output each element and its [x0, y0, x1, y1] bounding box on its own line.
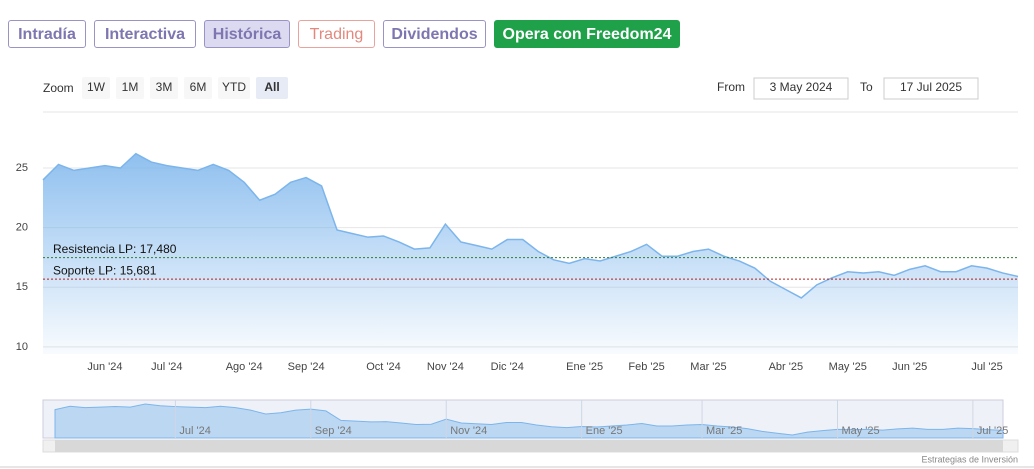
x-tick-label: Ene '25 [566, 361, 603, 373]
from-label: From [717, 80, 745, 94]
area-fill [43, 153, 1018, 354]
to-label: To [860, 80, 873, 94]
navigator-label: May '25 [841, 425, 879, 437]
tab[interactable]: Interactiva [94, 20, 196, 48]
plot-line-label: Soporte LP: 15,681 [53, 263, 157, 277]
x-tick-label: Jun '24 [87, 361, 122, 373]
x-tick-label: Nov '24 [427, 361, 464, 373]
to-date: 17 Jul 2025 [900, 80, 962, 94]
x-tick-label: Jun '25 [892, 361, 927, 373]
x-tick-label: Mar '25 [690, 361, 726, 373]
tab[interactable]: Histórica [204, 20, 290, 48]
navigator [42, 399, 1004, 439]
from-input[interactable] [753, 77, 849, 100]
y-tick-label: 10 [16, 341, 28, 353]
tab[interactable]: Opera con Freedom24 [494, 20, 680, 48]
zoom-button[interactable] [150, 77, 178, 99]
x-tick-label: May '25 [829, 361, 867, 373]
credits: Estrategias de Inversión [921, 454, 1018, 464]
zoom-button-label: 3M [156, 80, 173, 94]
y-tick-label: 20 [16, 222, 28, 234]
zoom-button-label: All [264, 80, 279, 94]
navigator-label: Nov '24 [450, 425, 487, 437]
scrollbar-thumb[interactable] [55, 440, 1003, 452]
x-tick-label: Oct '24 [366, 361, 401, 373]
zoom-button-label: 1W [87, 80, 106, 94]
tab[interactable]: Trading [298, 20, 375, 48]
navigator-label: Mar '25 [706, 425, 742, 437]
navigator-label: Jul '25 [977, 425, 1008, 437]
zoom-button[interactable] [184, 77, 212, 99]
x-tick-label: Sep '24 [288, 361, 325, 373]
price-line [42, 152, 1019, 299]
navigator-label: Ene '25 [586, 425, 623, 437]
zoom-button[interactable] [82, 77, 110, 99]
tab[interactable]: Dividendos [383, 20, 486, 48]
y-tick-label: 25 [16, 162, 28, 174]
zoom-button-label: 1M [122, 80, 139, 94]
x-tick-label: Ago '24 [226, 361, 263, 373]
plot-line-label: Resistencia LP: 17,480 [53, 242, 177, 256]
from-date: 3 May 2024 [770, 80, 833, 94]
zoom-button[interactable] [256, 77, 288, 99]
navigator-label: Sep '24 [315, 425, 352, 437]
tab[interactable]: Intradía [8, 20, 86, 48]
y-tick-label: 15 [16, 281, 28, 293]
zoom-button-label: 6M [190, 80, 207, 94]
navigator-area [54, 403, 1004, 439]
x-tick-label: Jul '24 [151, 361, 182, 373]
x-tick-label: Jul '25 [971, 361, 1002, 373]
x-tick-label: Dic '24 [491, 361, 524, 373]
to-input[interactable] [883, 77, 979, 100]
zoom-button[interactable] [116, 77, 144, 99]
zoom-button[interactable] [218, 77, 250, 99]
navigator-label: Jul '24 [179, 425, 210, 437]
x-tick-label: Feb '25 [628, 361, 664, 373]
x-tick-label: Abr '25 [769, 361, 804, 373]
zoom-button-label: YTD [222, 80, 246, 94]
zoom-label: Zoom [43, 81, 74, 95]
